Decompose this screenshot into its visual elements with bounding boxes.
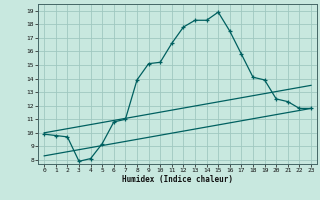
X-axis label: Humidex (Indice chaleur): Humidex (Indice chaleur): [122, 175, 233, 184]
